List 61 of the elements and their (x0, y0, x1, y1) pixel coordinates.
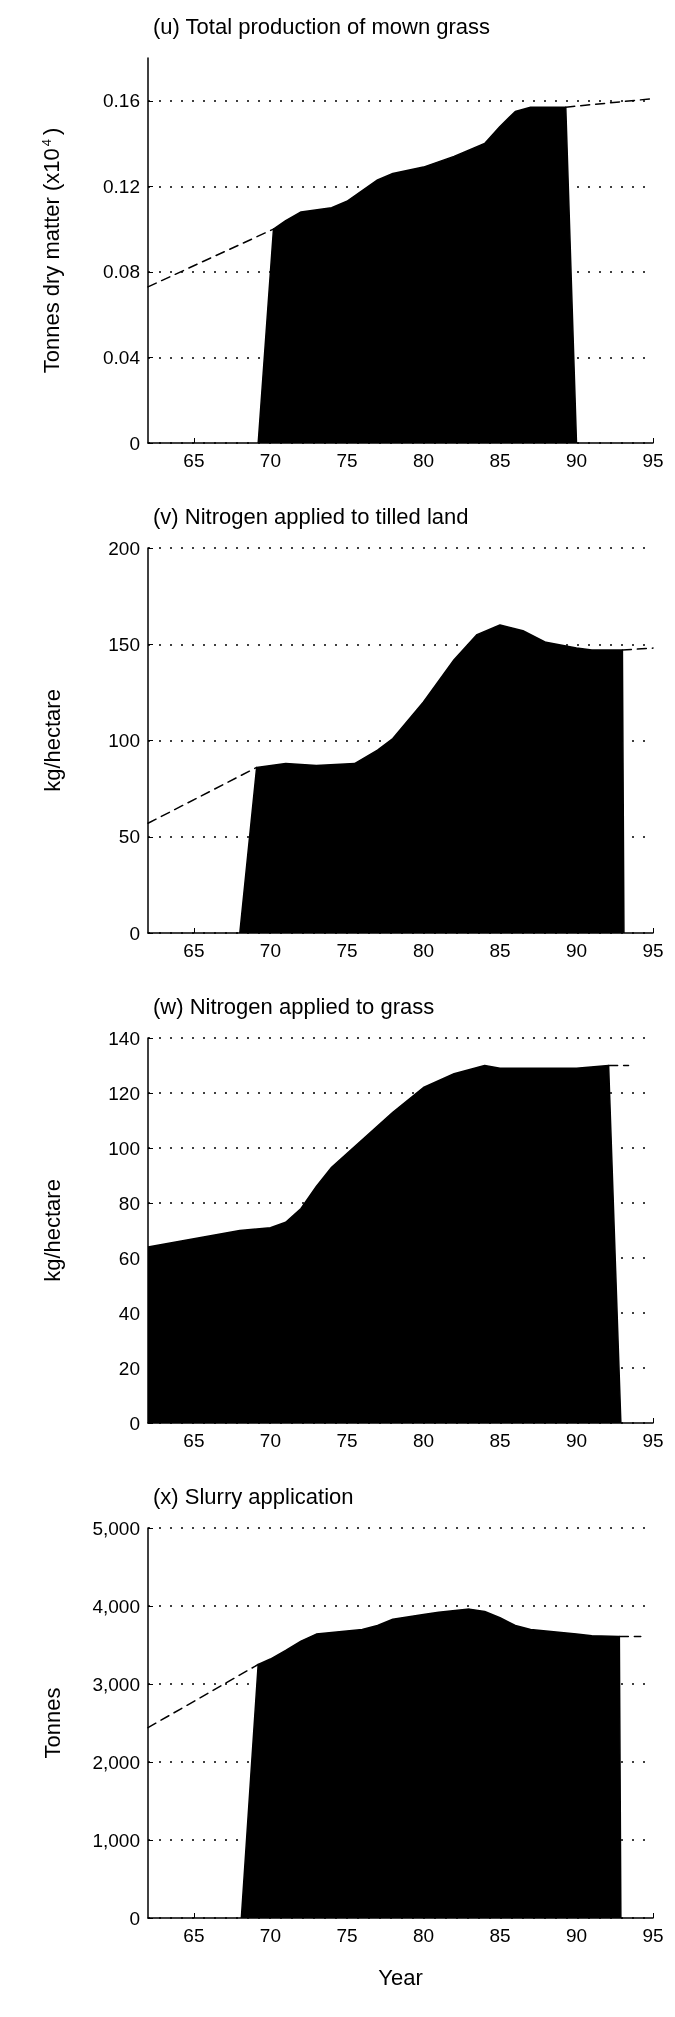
x-axis-title: Year (378, 1964, 423, 1990)
y-tick-label: 40 (118, 1302, 140, 1324)
x-tick-label: 90 (565, 450, 588, 471)
y-tick-label: 0 (129, 1907, 140, 1929)
y-tick-label: 4,000 (92, 1595, 140, 1617)
y-axis-title: Tonnes dry matter (x104) (39, 127, 64, 374)
x-tick-label: 95 (642, 1430, 664, 1451)
x-tick-label: 75 (336, 1430, 358, 1451)
chart-title: (v) Nitrogen applied to tilled land (153, 503, 469, 529)
x-tick-label: 95 (642, 940, 664, 961)
y-axis-title: kg/hectare (39, 1179, 65, 1282)
x-tick-label: 80 (412, 1430, 435, 1451)
x-tick-label: 90 (565, 940, 588, 961)
x-tick-label: 85 (489, 940, 511, 961)
y-tick-label: 0.16 (103, 90, 140, 112)
y-tick-label: 20 (118, 1357, 140, 1379)
x-tick-label: 70 (259, 1925, 281, 1946)
x-tick-label: 75 (336, 1925, 358, 1946)
y-tick-label: 100 (108, 1137, 140, 1159)
x-tick-label: 90 (565, 1925, 588, 1946)
x-tick-label: 70 (259, 1430, 281, 1451)
y-axis-title: kg/hectare (39, 689, 65, 792)
y-tick-label: 140 (108, 1027, 140, 1049)
y-tick-label: 2,000 (92, 1751, 140, 1773)
y-tick-label: 60 (118, 1247, 140, 1269)
y-tick-label: 0 (129, 922, 140, 944)
x-tick-label: 80 (412, 940, 435, 961)
y-tick-label: 100 (108, 730, 140, 751)
y-tick-label: 0.08 (103, 261, 140, 283)
y-tick-label: 0 (129, 432, 140, 454)
y-tick-label: 150 (108, 633, 140, 655)
x-tick-label: 65 (183, 450, 205, 471)
x-tick-label: 80 (412, 450, 435, 471)
y-tick-label: 50 (118, 826, 140, 848)
x-tick-label: 80 (412, 1925, 435, 1946)
x-tick-label: 70 (259, 450, 281, 471)
x-tick-label: 70 (259, 940, 281, 961)
x-tick-label: 85 (489, 450, 511, 471)
x-tick-label: 65 (183, 1925, 205, 1946)
x-tick-label: 95 (642, 1925, 664, 1946)
chart-title: (w) Nitrogen applied to grass (153, 993, 435, 1019)
y-tick-label: 5,000 (92, 1517, 140, 1539)
x-tick-label: 75 (336, 940, 358, 961)
chart-title: (x) Slurry application (153, 1483, 354, 1509)
chart-title: (u) Total production of mown grass (153, 13, 491, 39)
y-tick-label: 200 (108, 537, 140, 559)
y-axis-title: Tonnes (39, 1687, 65, 1759)
x-tick-label: 95 (642, 450, 664, 471)
x-tick-label: 65 (183, 1430, 205, 1451)
y-tick-label: 80 (118, 1192, 140, 1214)
y-tick-label: 0.04 (103, 346, 141, 368)
y-tick-label: 0 (129, 1412, 140, 1434)
x-tick-label: 85 (489, 1925, 511, 1946)
x-tick-label: 85 (489, 1430, 511, 1451)
y-tick-label: 3,000 (92, 1673, 140, 1695)
x-tick-label: 75 (336, 450, 358, 471)
y-tick-label: 120 (108, 1082, 140, 1104)
y-tick-label: 1,000 (92, 1829, 140, 1851)
y-tick-label: 0.12 (103, 175, 140, 197)
x-tick-label: 65 (183, 940, 205, 961)
x-tick-label: 90 (565, 1430, 588, 1451)
